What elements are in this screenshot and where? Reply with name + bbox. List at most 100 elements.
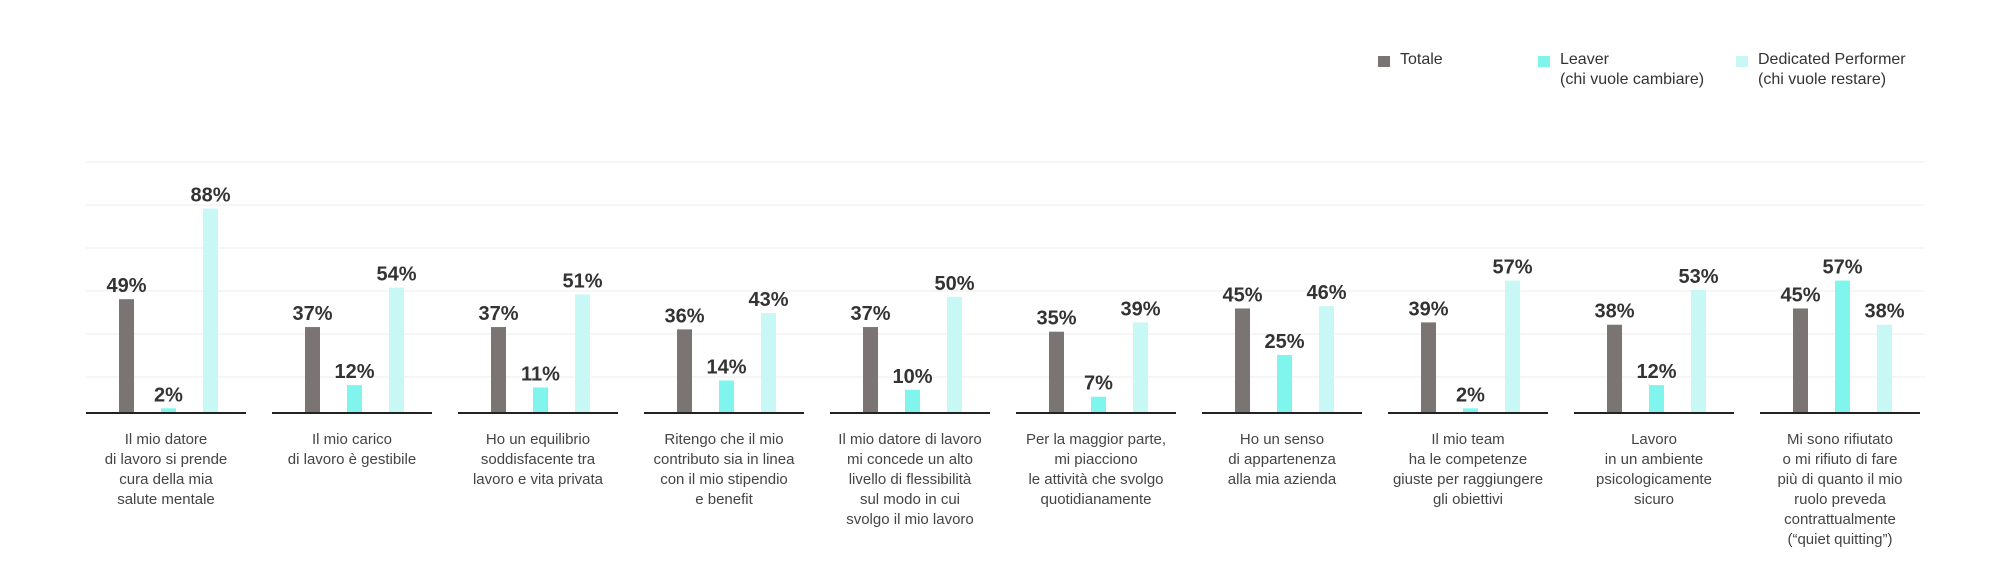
data-label: 49% <box>106 275 146 297</box>
category-label-line: salute mentale <box>117 491 215 508</box>
data-label: 2% <box>1456 384 1485 406</box>
data-label: 43% <box>748 289 788 311</box>
data-label: 37% <box>292 303 332 325</box>
bar <box>1133 322 1148 413</box>
bar <box>1091 396 1106 413</box>
category-label-line: svolgo il mio lavoro <box>846 511 974 528</box>
category-label-line: cura della mia <box>119 471 213 488</box>
data-label: 54% <box>376 264 416 286</box>
category-label-line: contributo sia in linea <box>654 451 796 468</box>
bar <box>761 313 776 413</box>
bar <box>1505 280 1520 413</box>
bar <box>1277 354 1292 413</box>
category-label: Il mio datore di lavoro mi concede un alt… <box>838 431 981 528</box>
category-label-line: contrattualmente <box>1784 511 1896 528</box>
data-label: 36% <box>664 305 704 327</box>
data-label: 14% <box>706 356 746 378</box>
data-label: 7% <box>1084 373 1113 395</box>
bar <box>1607 324 1622 413</box>
category-label-line: e benefit <box>695 491 753 508</box>
category-label-line: psicologicamente <box>1596 471 1712 488</box>
legend-label-line: (chi vuole restare) <box>1758 71 1887 88</box>
category-label-line: (“quiet quitting”) <box>1787 531 1892 548</box>
category-label-line: di lavoro è gestibile <box>288 451 416 468</box>
category-label: Lavoro in un ambiente psicologicamente sicu… <box>1596 431 1712 508</box>
category-label-line: lavoro e vita privata <box>473 471 604 488</box>
category-label-line: Per la maggior parte, <box>1026 431 1166 448</box>
bar <box>1835 280 1850 413</box>
legend-swatch-dedicated-performer <box>1736 56 1748 67</box>
category-label-line: mi piacciono <box>1054 451 1137 468</box>
bar <box>389 287 404 413</box>
category-label-line: alla mia azienda <box>1228 471 1337 488</box>
category-label-line: di appartenenza <box>1228 451 1336 468</box>
category-label: Il mio team ha le competenze giuste per ra… <box>1393 431 1543 508</box>
data-label: 12% <box>334 361 374 383</box>
category-label-line: con il mio stipendio <box>660 471 788 488</box>
category-label-line: più di quanto il mio <box>1777 471 1902 488</box>
bar <box>1691 289 1706 413</box>
category-label-line: Ritengo che il mio <box>664 431 783 448</box>
bar <box>161 408 176 413</box>
bar <box>1463 408 1478 413</box>
data-label: 37% <box>850 303 890 325</box>
legend-label-line: Dedicated Performer <box>1758 51 1906 68</box>
category-label-line: Ho un senso <box>1240 431 1324 448</box>
data-label: 51% <box>562 271 602 293</box>
data-label: 35% <box>1036 308 1076 330</box>
data-label: 37% <box>478 303 518 325</box>
bar <box>863 327 878 413</box>
category-label-line: giuste per raggiungere <box>1393 471 1543 488</box>
bar <box>491 327 506 413</box>
category-label-line: Lavoro <box>1631 431 1677 448</box>
data-label: 39% <box>1408 298 1448 320</box>
legend-label-leaver: Leaver (chi vuole cambiare) <box>1560 50 1704 90</box>
category-label-line: Il mio datore di lavoro <box>838 431 981 448</box>
category-label-line: in un ambiente <box>1605 451 1703 468</box>
category-label-line: sicuro <box>1634 491 1674 508</box>
category-label: Mi sono rifiutato o mi rifiuto di fare più… <box>1777 431 1902 548</box>
data-label: 57% <box>1492 257 1532 279</box>
category-label-line: soddisfacente tra <box>481 451 596 468</box>
legend-label-line: Leaver <box>1560 51 1609 68</box>
category-label: Per la maggior parte, mi piacciono le atti… <box>1026 431 1166 508</box>
bar <box>1793 308 1808 413</box>
bar <box>1649 385 1664 413</box>
data-label: 46% <box>1306 282 1346 304</box>
category-label-line: o mi rifiuto di fare <box>1782 451 1897 468</box>
category-label-line: sul modo in cui <box>860 491 960 508</box>
category-label-line: Ho un equilibrio <box>486 431 590 448</box>
legend-label-totale: Totale <box>1400 50 1443 70</box>
category-label: Ho un equilibrio soddisfacente tra lavoro … <box>473 431 604 488</box>
bar <box>1319 306 1334 413</box>
category-label-line: di lavoro si prende <box>105 451 228 468</box>
data-label: 45% <box>1780 284 1820 306</box>
category-label-line: quotidianamente <box>1041 491 1152 508</box>
data-label: 2% <box>154 384 183 406</box>
bar <box>575 294 590 413</box>
category-label-line: Il mio team <box>1431 431 1504 448</box>
data-label: 45% <box>1222 284 1262 306</box>
bar <box>305 327 320 413</box>
data-label: 53% <box>1678 266 1718 288</box>
category-label: Ho un senso di appartenenza alla mia azien… <box>1228 431 1337 488</box>
bar <box>905 389 920 413</box>
data-label: 38% <box>1594 301 1634 323</box>
bar <box>119 299 134 413</box>
category-label-line: Mi sono rifiutato <box>1787 431 1893 448</box>
bar <box>677 329 692 413</box>
bar <box>1235 308 1250 413</box>
bar <box>719 380 734 413</box>
category-label-line: ha le competenze <box>1409 451 1527 468</box>
category-label: Il mio datore di lavoro si prende cura del… <box>105 431 228 508</box>
category-label-line: Il mio datore <box>125 431 208 448</box>
category-label-line: mi concede un alto <box>847 451 973 468</box>
category-label: Ritengo che il mio contributo sia in line… <box>654 431 796 508</box>
legend-swatch-leaver <box>1538 56 1550 67</box>
data-label: 50% <box>934 273 974 295</box>
legend-swatch-totale <box>1378 56 1390 67</box>
bar <box>1421 322 1436 413</box>
data-label: 57% <box>1822 257 1862 279</box>
category-label-line: gli obiettivi <box>1433 491 1503 508</box>
